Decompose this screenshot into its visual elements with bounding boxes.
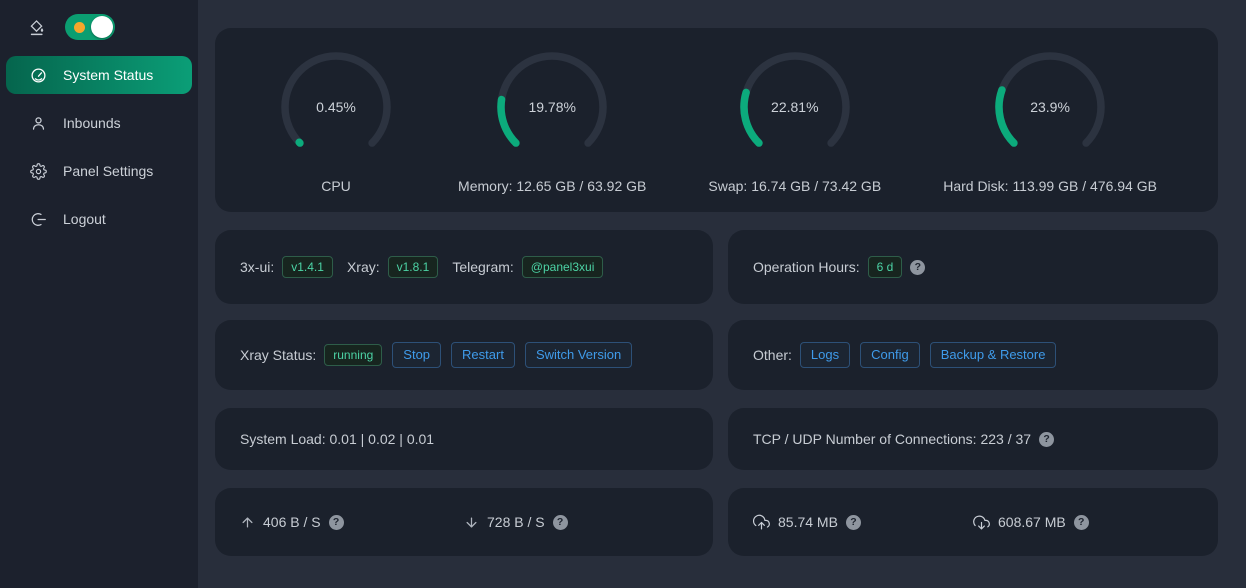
gauge-label-cpu: CPU	[321, 177, 351, 194]
sidebar-header	[0, 0, 198, 48]
restart-button[interactable]: Restart	[451, 342, 515, 368]
system-overview-card: 0.45% CPU 19.78% Memory: 12.65 GB / 63.9…	[215, 28, 1218, 212]
upload-total: 85.74 MB ?	[753, 514, 973, 531]
gauge-arc-cpu	[276, 47, 396, 167]
xray-label: Xray:	[346, 259, 380, 275]
backup-restore-button[interactable]: Backup & Restore	[929, 342, 1057, 368]
gauge-label-memory: Memory: 12.65 GB / 63.92 GB	[458, 177, 647, 194]
sun-icon	[74, 21, 85, 33]
gauge-value-memory: 19.78%	[528, 98, 576, 115]
operation-hours-card: Operation Hours: 6 d ?	[728, 230, 1218, 304]
network-speed-card: 406 B / S ? 728 B / S ?	[215, 488, 713, 556]
operation-hours-label: Operation Hours:	[753, 259, 860, 275]
bg-colors-icon	[28, 19, 45, 36]
help-icon[interactable]: ?	[845, 514, 861, 530]
upload-total-value: 85.74 MB	[778, 514, 838, 530]
help-icon[interactable]: ?	[328, 514, 344, 530]
switch-version-button[interactable]: Switch Version	[524, 342, 633, 368]
config-button[interactable]: Config	[860, 342, 920, 368]
logs-button[interactable]: Logs	[799, 342, 851, 368]
help-icon[interactable]: ?	[1039, 431, 1055, 447]
gauge-label-swap: Swap: 16.74 GB / 73.42 GB	[708, 177, 882, 194]
network-total-card: 85.74 MB ? 608.67 MB ?	[728, 488, 1218, 556]
sidebar-item-label: System Status	[63, 67, 154, 83]
gauge-arc-hard-disk	[990, 47, 1110, 167]
help-icon[interactable]: ?	[552, 514, 568, 530]
download-speed-value: 728 B / S	[487, 514, 545, 530]
download-speed: 728 B / S ?	[464, 514, 688, 530]
cloud-upload-icon	[753, 514, 770, 531]
arrow-up-icon	[240, 515, 255, 530]
gauge-memory: 19.78% Memory: 12.65 GB / 63.92 GB	[458, 47, 646, 194]
sidebar-item-logout[interactable]: Logout	[6, 200, 192, 238]
download-total: 608.67 MB ?	[973, 514, 1193, 531]
help-icon[interactable]: ?	[910, 259, 926, 275]
gauge-value-cpu: 0.45%	[316, 98, 356, 115]
gauge-label-hard-disk: Hard Disk: 113.99 GB / 476.94 GB	[943, 177, 1157, 194]
theme-toggle[interactable]	[65, 14, 115, 40]
operation-hours-tag: 6 d	[867, 256, 903, 278]
gauge-arc-swap	[735, 47, 855, 167]
system-load-card: System Load: 0.01 | 0.02 | 0.01	[215, 408, 713, 470]
xray-version-tag[interactable]: v1.8.1	[387, 256, 439, 278]
sidebar-item-inbounds[interactable]: Inbounds	[6, 104, 192, 142]
gauge-value-swap: 22.81%	[771, 98, 819, 115]
sidebar-item-panel-settings[interactable]: Panel Settings	[6, 152, 192, 190]
arrow-down-icon	[464, 515, 479, 530]
connections-card: TCP / UDP Number of Connections: 223 / 3…	[728, 408, 1218, 470]
sidebar-item-label: Panel Settings	[63, 163, 154, 179]
gauge-hard-disk: 23.9% Hard Disk: 113.99 GB / 476.94 GB	[943, 47, 1157, 194]
stop-button[interactable]: Stop	[392, 342, 442, 368]
gauge-cpu: 0.45% CPU	[276, 47, 396, 194]
xray-status-tag: running	[324, 344, 383, 366]
gauge-swap: 22.81% Swap: 16.74 GB / 73.42 GB	[708, 47, 881, 194]
sidebar-item-system-status[interactable]: System Status	[6, 56, 192, 94]
main-content: 0.45% CPU 19.78% Memory: 12.65 GB / 63.9…	[198, 0, 1246, 588]
sidebar: System Status Inbounds Panel Settings	[0, 0, 198, 588]
telegram-label: Telegram:	[452, 259, 514, 275]
cloud-download-icon	[973, 514, 990, 531]
xui-label: 3x-ui:	[240, 259, 275, 275]
xray-status-label: Xray Status:	[240, 347, 317, 363]
upload-speed-value: 406 B / S	[263, 514, 321, 530]
sidebar-menu: System Status Inbounds Panel Settings	[0, 56, 198, 238]
user-icon	[30, 115, 47, 132]
xray-status-card: Xray Status: running Stop Restart Switch…	[215, 320, 713, 390]
gear-icon	[30, 162, 47, 180]
download-total-value: 608.67 MB	[998, 514, 1066, 530]
connections-text: TCP / UDP Number of Connections: 223 / 3…	[753, 431, 1032, 447]
telegram-tag[interactable]: @panel3xui	[521, 256, 604, 278]
gauge-value-hard-disk: 23.9%	[1030, 98, 1070, 115]
upload-speed: 406 B / S ?	[240, 514, 464, 530]
sidebar-item-label: Logout	[63, 211, 106, 227]
other-card: Other: Logs Config Backup & Restore	[728, 320, 1218, 390]
system-load-text: System Load: 0.01 | 0.02 | 0.01	[240, 431, 435, 447]
help-icon[interactable]: ?	[1073, 514, 1089, 530]
toggle-knob	[91, 16, 113, 38]
xui-version-tag[interactable]: v1.4.1	[282, 256, 333, 278]
other-label: Other:	[753, 347, 792, 363]
version-card: 3x-ui: v1.4.1 Xray: v1.8.1 Telegram: @pa…	[215, 230, 713, 304]
logout-icon	[30, 211, 47, 228]
sidebar-item-label: Inbounds	[63, 115, 121, 131]
gauge-arc-memory	[492, 47, 612, 167]
dashboard-icon	[30, 67, 47, 84]
